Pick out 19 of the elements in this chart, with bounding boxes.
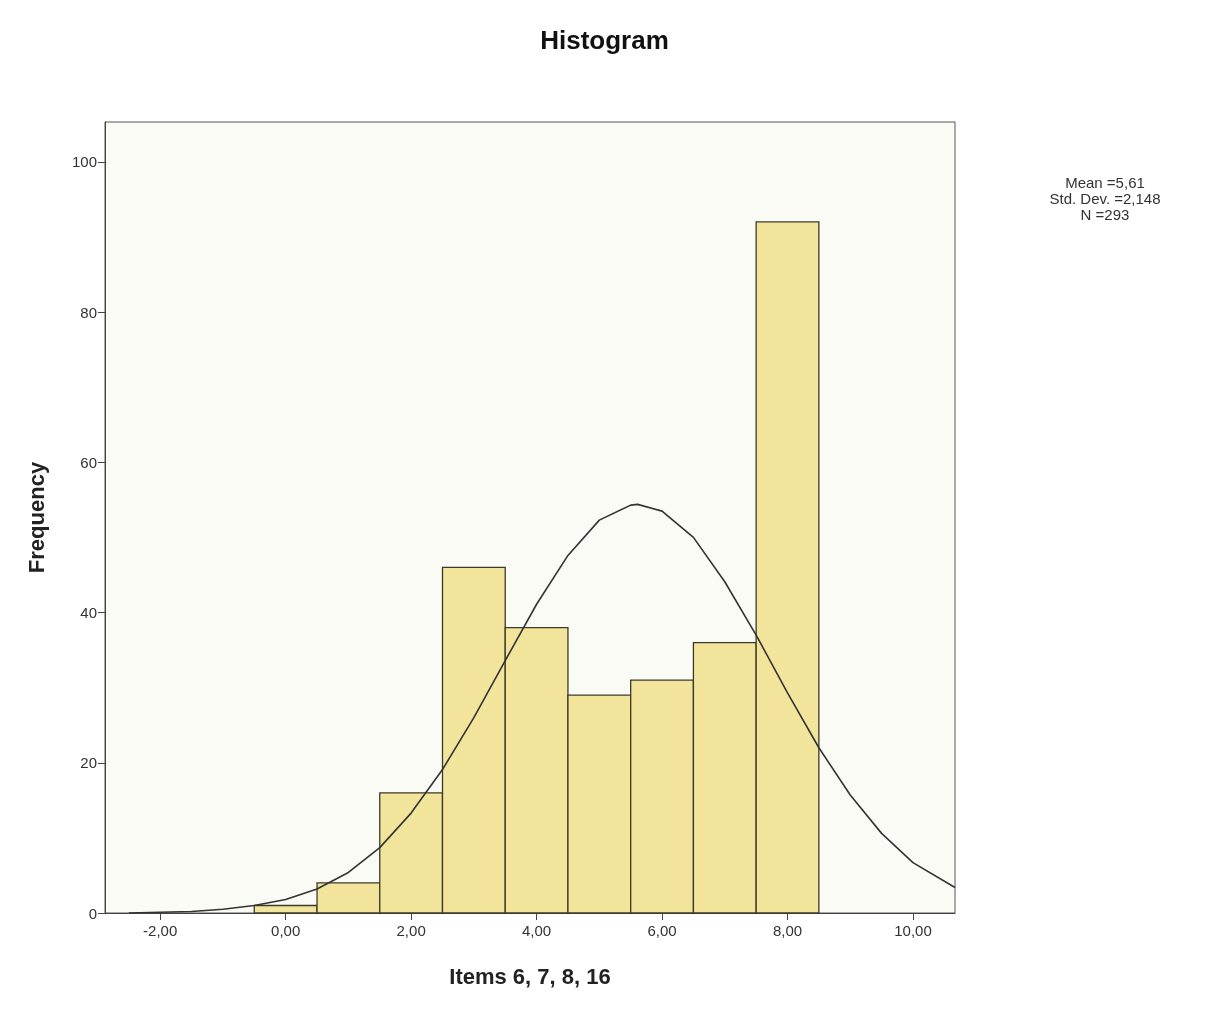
y-tick-label: 40 xyxy=(80,604,97,622)
x-tick-label: 6,00 xyxy=(647,922,677,939)
x-tick-label: 10,00 xyxy=(894,922,932,939)
chart-title: Histogram xyxy=(540,25,669,55)
x-tick-label: 0,00 xyxy=(271,922,301,939)
text: N =293 xyxy=(1080,205,1130,223)
y-tick-label: 100 xyxy=(71,153,97,171)
y-tick-label: 80 xyxy=(80,303,97,321)
x-tick-label: 2,00 xyxy=(396,922,426,939)
text: Mean =5,61 xyxy=(1065,173,1145,191)
y-tick-label: 20 xyxy=(80,754,97,772)
x-tick-label: 4,00 xyxy=(521,922,552,939)
y-tick-label: 60 xyxy=(80,453,97,471)
x-tick-label: -2,00 xyxy=(143,922,178,939)
x-axis-title: Items 6, 7, 8, 16 xyxy=(449,963,611,989)
x-tick-label: 8,00 xyxy=(772,922,803,939)
text: Std. Dev. =2,148 xyxy=(1049,189,1161,207)
y-tick-label: 0 xyxy=(88,904,97,922)
y-axis-title: Frequency xyxy=(23,461,49,574)
